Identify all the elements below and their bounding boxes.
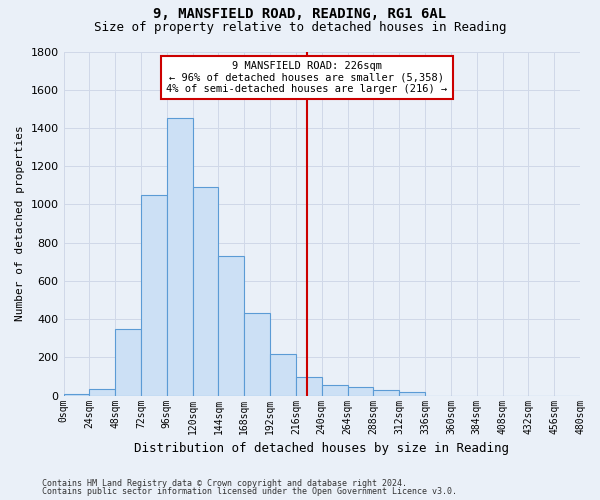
X-axis label: Distribution of detached houses by size in Reading: Distribution of detached houses by size … (134, 442, 509, 455)
Bar (270, 354, 296, 396)
Bar (193, 187, 218, 396)
Text: Contains HM Land Registry data © Crown copyright and database right 2024.: Contains HM Land Registry data © Crown c… (42, 478, 407, 488)
Bar (296, 376, 322, 396)
Bar (373, 390, 399, 396)
Text: Contains public sector information licensed under the Open Government Licence v3: Contains public sector information licen… (42, 487, 457, 496)
Bar (115, 328, 141, 396)
Bar (141, 195, 167, 396)
Bar (64, 394, 89, 396)
Y-axis label: Number of detached properties: Number of detached properties (15, 126, 25, 322)
Text: Size of property relative to detached houses in Reading: Size of property relative to detached ho… (94, 21, 506, 34)
Bar (244, 314, 270, 396)
Bar (89, 389, 115, 396)
Text: 9 MANSFIELD ROAD: 226sqm
← 96% of detached houses are smaller (5,358)
4% of semi: 9 MANSFIELD ROAD: 226sqm ← 96% of detach… (166, 61, 448, 94)
Bar (347, 387, 373, 396)
Bar (399, 392, 425, 396)
Bar (218, 256, 244, 396)
Bar (322, 385, 347, 396)
Bar (167, 118, 193, 396)
Text: 9, MANSFIELD ROAD, READING, RG1 6AL: 9, MANSFIELD ROAD, READING, RG1 6AL (154, 8, 446, 22)
